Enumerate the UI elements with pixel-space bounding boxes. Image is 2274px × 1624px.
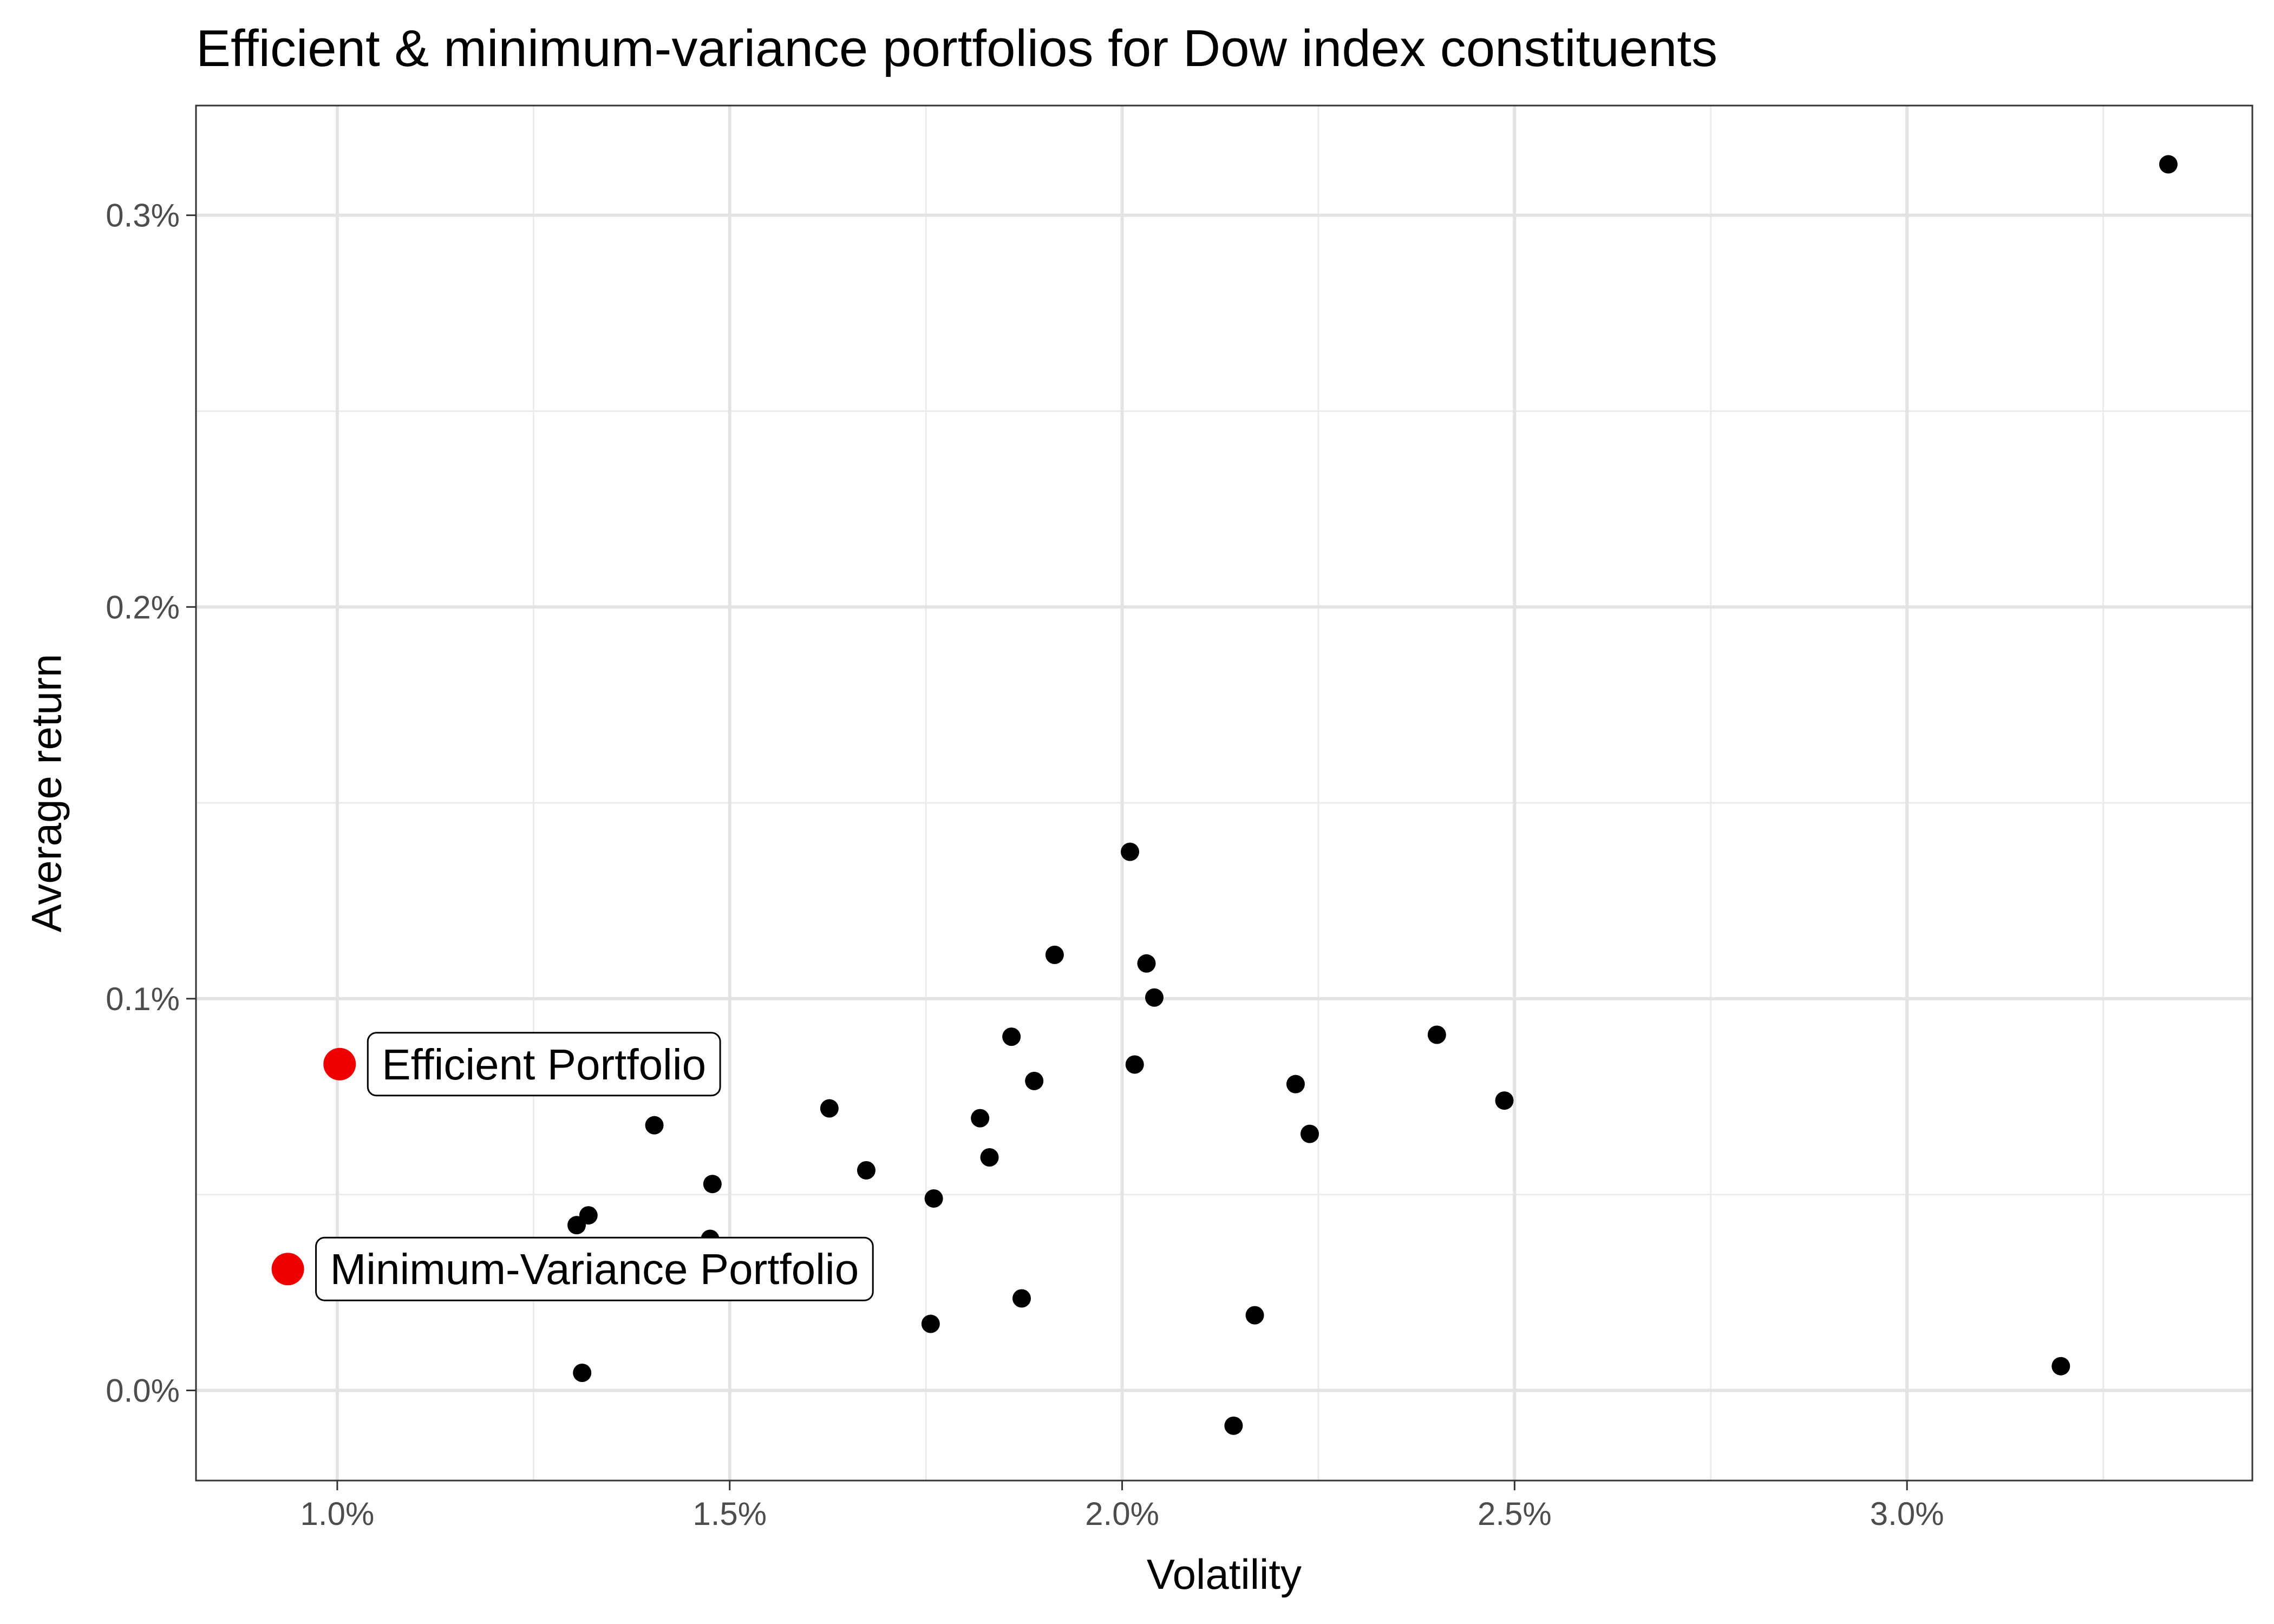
x-tick-label: 3.0% bbox=[1870, 1496, 1944, 1532]
data-point bbox=[980, 1148, 999, 1167]
grid-minor bbox=[196, 106, 2252, 1481]
x-axis-title: Volatility bbox=[1147, 1550, 1302, 1598]
data-point bbox=[573, 1363, 592, 1382]
data-point bbox=[921, 1314, 940, 1333]
highlight-label: Efficient Portfolio bbox=[367, 1032, 721, 1097]
data-point bbox=[1025, 1071, 1044, 1090]
label-box bbox=[367, 1032, 721, 1097]
data-point bbox=[1012, 1289, 1031, 1308]
plot-panel-border bbox=[195, 104, 2253, 1482]
data-point bbox=[857, 1161, 875, 1180]
x-tick-label: 1.5% bbox=[692, 1496, 767, 1532]
data-points bbox=[567, 155, 2178, 1435]
label-text: Minimum-Variance Portfolio bbox=[330, 1245, 859, 1293]
data-point bbox=[1145, 988, 1164, 1007]
x-tick-label: 2.5% bbox=[1478, 1496, 1552, 1532]
data-point bbox=[1121, 842, 1140, 861]
data-point bbox=[567, 1216, 586, 1235]
y-tick-label: 0.3% bbox=[106, 198, 180, 234]
y-tick-label: 0.1% bbox=[106, 981, 180, 1017]
chart-title: Efficient & minimum-variance portfolios … bbox=[196, 19, 1718, 77]
data-point bbox=[1224, 1416, 1243, 1435]
data-point bbox=[1245, 1306, 1264, 1325]
y-axis-ticks: 0.0% 0.1% 0.2% 0.3% bbox=[106, 198, 196, 1409]
data-point bbox=[971, 1109, 990, 1128]
data-point bbox=[924, 1189, 943, 1208]
data-point bbox=[1495, 1091, 1514, 1110]
y-tick-label: 0.2% bbox=[106, 589, 180, 625]
data-point bbox=[645, 1116, 664, 1135]
data-point bbox=[1137, 954, 1156, 973]
data-point bbox=[1427, 1025, 1446, 1044]
highlight-label: Minimum-Variance Portfolio bbox=[315, 1236, 874, 1301]
y-axis-title: Average return bbox=[22, 654, 70, 933]
data-point bbox=[1286, 1075, 1305, 1093]
y-tick-label: 0.0% bbox=[106, 1373, 180, 1409]
highlight-points: Efficient Portfolio Minimum-Variance Port… bbox=[271, 1032, 874, 1301]
highlight-point bbox=[323, 1047, 356, 1081]
data-point bbox=[703, 1175, 722, 1194]
x-axis-ticks: 1.0% 1.5% 2.0% 2.5% 3.0% bbox=[300, 1481, 1944, 1532]
data-point bbox=[2051, 1357, 2070, 1376]
x-tick-label: 1.0% bbox=[300, 1496, 375, 1532]
highlight-point bbox=[271, 1253, 304, 1286]
data-point bbox=[820, 1099, 839, 1118]
data-point bbox=[1045, 945, 1064, 964]
data-point bbox=[1002, 1027, 1021, 1046]
label-text: Efficient Portfolio bbox=[382, 1040, 706, 1089]
x-tick-label: 2.0% bbox=[1085, 1496, 1159, 1532]
data-point bbox=[2159, 155, 2178, 174]
label-box bbox=[315, 1236, 874, 1301]
data-point bbox=[1301, 1124, 1319, 1143]
data-point bbox=[1125, 1055, 1144, 1074]
